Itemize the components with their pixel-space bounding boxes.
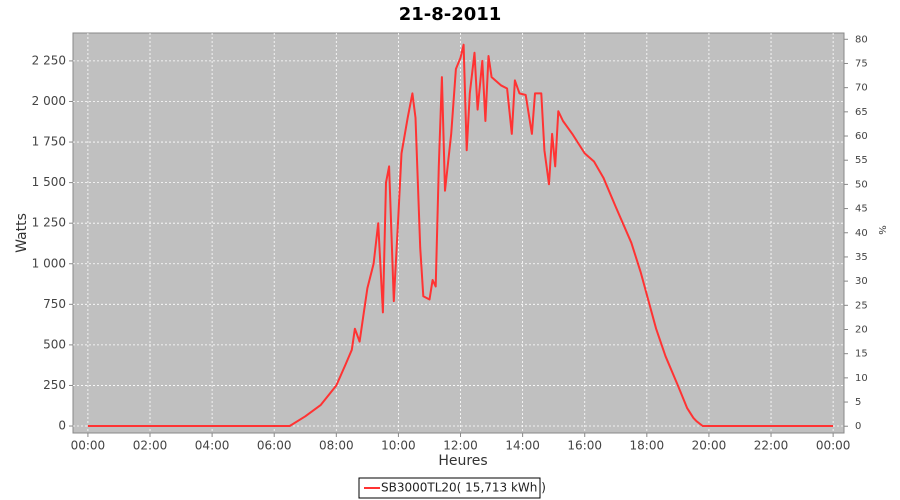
x-tick-label: 10:00 <box>381 439 416 453</box>
x-tick-label: 16:00 <box>567 439 602 453</box>
y2-tick-label: 65 <box>855 107 868 118</box>
y2-tick-label: 0 <box>855 421 861 432</box>
x-axis-label: Heures <box>438 453 487 469</box>
x-tick-label: 06:00 <box>257 439 292 453</box>
y-tick-label: 1 500 <box>32 175 66 189</box>
y-axis-label: Watts <box>14 213 30 253</box>
y-tick-label: 1 250 <box>32 216 66 230</box>
data-line <box>87 43 834 427</box>
y-tick-label: 2 250 <box>32 53 66 67</box>
legend-label: SB3000TL20( 15,713 kWh ) <box>381 481 546 495</box>
y-tick-label: 1 000 <box>32 256 66 270</box>
y2-tick-label: 30 <box>855 276 868 287</box>
y2-tick-label: 40 <box>855 228 868 239</box>
y-tick-label: 250 <box>43 378 66 392</box>
chart-title: 21-8-2011 <box>399 4 502 25</box>
y2-tick-label: 80 <box>855 34 868 45</box>
x-tick-label: 22:00 <box>754 439 789 453</box>
y-tick-label: 1 750 <box>32 135 66 149</box>
y2-tick-label: 10 <box>855 373 868 384</box>
x-tick-label: 12:00 <box>443 439 478 453</box>
y2-tick-label: 15 <box>855 349 868 360</box>
x-tick-label: 04:00 <box>195 439 230 453</box>
legend <box>358 477 541 499</box>
y2-tick-label: 20 <box>855 324 868 335</box>
y-tick-label: 0 <box>58 419 66 433</box>
y2-tick-label: 70 <box>855 83 868 94</box>
y2-tick-label: 50 <box>855 179 868 190</box>
x-tick-label: 20:00 <box>692 439 727 453</box>
y2-tick-label: 25 <box>855 300 868 311</box>
y2-axis-label: % <box>876 225 887 235</box>
x-tick-label: 08:00 <box>319 439 354 453</box>
x-tick-label: 02:00 <box>133 439 168 453</box>
x-tick-label: 18:00 <box>630 439 665 453</box>
y2-tick-label: 5 <box>855 397 861 408</box>
y2-tick-label: 75 <box>855 58 868 69</box>
y-tick-label: 500 <box>43 337 66 351</box>
x-tick-label: 00:00 <box>816 439 851 453</box>
x-tick-label: 14:00 <box>505 439 540 453</box>
y2-tick-label: 45 <box>855 204 868 215</box>
y2-tick-label: 55 <box>855 155 868 166</box>
x-tick-label: 00:00 <box>71 439 106 453</box>
y-tick-label: 750 <box>43 297 66 311</box>
plot-area <box>72 32 845 434</box>
y2-tick-label: 60 <box>855 131 868 142</box>
y2-tick-label: 35 <box>855 252 868 263</box>
y-tick-label: 2 000 <box>32 94 66 108</box>
